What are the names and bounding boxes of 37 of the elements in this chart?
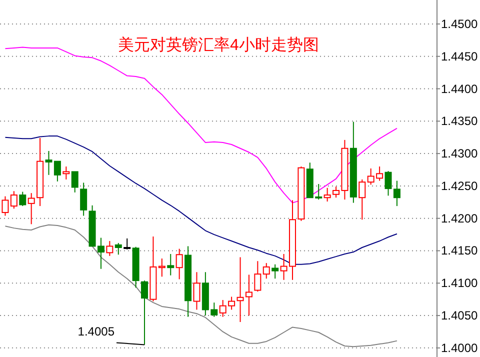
candlestick [124,238,131,250]
y-tick-label: 1.4400 [441,82,478,96]
text: 美元对英镑汇率4小时走势图 [118,36,319,54]
candlestick [236,256,244,323]
candlestick [254,260,262,292]
candlestick [262,262,270,280]
candlestick [141,280,148,346]
y-tick-label: 1.4050 [441,308,478,323]
annotation: 1.4005 [78,324,115,339]
candlestick [28,192,35,225]
y-tick-label: 1.4250 [441,178,478,193]
y-tick-label: 1.4200 [441,211,478,226]
line-series [4,136,398,265]
candlestick [54,160,61,182]
candlestick [272,264,279,280]
candlestick [114,242,122,256]
candlestick [62,166,70,180]
candlestick [158,258,166,278]
candlestick [193,272,200,310]
y-tick-label: 1.4000 [441,340,478,355]
candlestick [176,248,183,280]
y-tick-label: 1.4100 [441,276,478,290]
candlestick [245,274,252,316]
candlestick [19,191,26,207]
y-tick-label: 1.4150 [441,244,478,258]
y-tick-label: 1.4450 [441,49,478,64]
y-tick-label: 1.4300 [441,146,478,161]
candlestick [71,171,78,193]
candlestick [2,196,9,216]
candlestick [167,253,174,276]
candlestick [10,190,18,210]
candlestick [45,150,52,176]
y-tick-label: 1.4500 [441,16,478,31]
candlestick [106,240,114,256]
candlestick [358,178,366,220]
candlestick [80,182,88,216]
y-tick-label: 1.4350 [441,114,478,128]
